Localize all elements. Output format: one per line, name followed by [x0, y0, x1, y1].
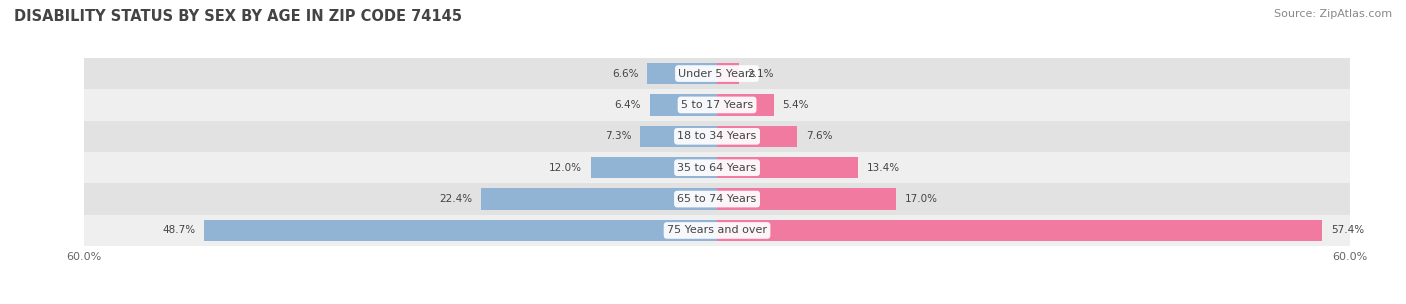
Text: 75 Years and over: 75 Years and over	[666, 226, 768, 236]
Text: 22.4%: 22.4%	[439, 194, 472, 204]
Text: 5.4%: 5.4%	[783, 100, 808, 110]
Text: 12.0%: 12.0%	[550, 163, 582, 173]
Text: 65 to 74 Years: 65 to 74 Years	[678, 194, 756, 204]
Bar	[640, 126, 717, 147]
Bar	[481, 188, 717, 210]
Text: DISABILITY STATUS BY SEX BY AGE IN ZIP CODE 74145: DISABILITY STATUS BY SEX BY AGE IN ZIP C…	[14, 9, 463, 24]
Text: 6.6%: 6.6%	[613, 68, 640, 78]
Text: 5 to 17 Years: 5 to 17 Years	[681, 100, 754, 110]
Bar	[648, 63, 717, 84]
Bar	[717, 63, 740, 84]
Bar	[717, 157, 858, 178]
Text: 7.6%: 7.6%	[806, 131, 832, 141]
Text: Under 5 Years: Under 5 Years	[679, 68, 755, 78]
Bar	[84, 215, 1350, 246]
Text: 48.7%: 48.7%	[162, 226, 195, 236]
Bar	[84, 152, 1350, 183]
Text: 6.4%: 6.4%	[614, 100, 641, 110]
Bar	[204, 220, 717, 241]
Bar	[84, 89, 1350, 121]
Bar	[717, 126, 797, 147]
Bar	[650, 94, 717, 116]
Text: 7.3%: 7.3%	[605, 131, 631, 141]
Text: 18 to 34 Years: 18 to 34 Years	[678, 131, 756, 141]
Bar	[717, 188, 897, 210]
Text: 2.1%: 2.1%	[748, 68, 775, 78]
Bar	[84, 121, 1350, 152]
Bar	[84, 183, 1350, 215]
Bar	[84, 58, 1350, 89]
Bar	[717, 220, 1323, 241]
Text: Source: ZipAtlas.com: Source: ZipAtlas.com	[1274, 9, 1392, 19]
Bar	[717, 94, 775, 116]
Text: 17.0%: 17.0%	[905, 194, 938, 204]
Bar	[591, 157, 717, 178]
Text: 13.4%: 13.4%	[866, 163, 900, 173]
Text: 57.4%: 57.4%	[1330, 226, 1364, 236]
Text: 35 to 64 Years: 35 to 64 Years	[678, 163, 756, 173]
